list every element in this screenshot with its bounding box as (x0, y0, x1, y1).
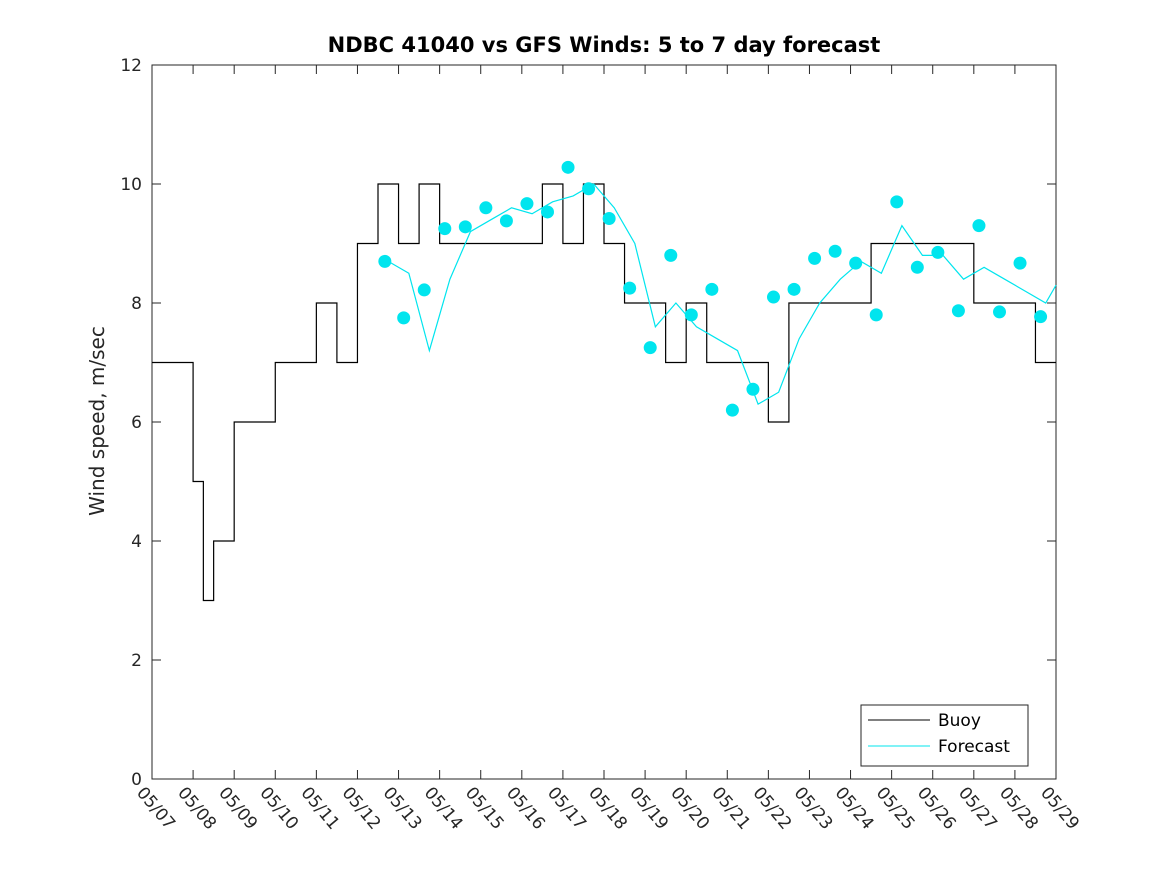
forecast-point (520, 197, 534, 211)
y-axis-label: Wind speed, m/sec (85, 326, 109, 516)
x-tick-label: 05/11 (297, 783, 344, 833)
x-tick-label: 05/22 (749, 783, 796, 833)
x-tick-label: 05/10 (255, 783, 302, 833)
forecast-point (910, 260, 924, 274)
forecast-point (828, 244, 842, 258)
x-tick-label: 05/21 (707, 783, 754, 833)
forecast-point (890, 195, 904, 209)
buoy-series (152, 183, 1056, 602)
x-tick-label: 05/17 (543, 783, 590, 833)
forecast-point (417, 283, 431, 297)
forecast-point (541, 205, 554, 219)
forecast-markers (378, 160, 1048, 417)
forecast-point (746, 382, 760, 396)
x-tick-label: 05/16 (502, 783, 549, 833)
plot-frame (151, 64, 1057, 780)
forecast-line (387, 183, 1057, 406)
forecast-point (479, 201, 493, 215)
buoy-line (152, 183, 1056, 602)
forecast-point (993, 305, 1006, 319)
forecast-point (602, 212, 616, 226)
y-axis: 0 2 4 6 8 10 12 (120, 56, 1056, 790)
forecast-point (664, 248, 678, 262)
forecast-point (725, 403, 739, 417)
plot-area (151, 64, 1057, 780)
legend-box (860, 704, 1029, 767)
x-tick-label: 05/12 (338, 783, 385, 833)
forecast-point (582, 182, 596, 196)
y-tick-label: 4 (131, 532, 142, 552)
forecast-point (951, 304, 965, 318)
forecast-point (1013, 256, 1027, 270)
forecast-point (397, 311, 411, 325)
x-tick-label: 05/08 (173, 783, 220, 833)
x-tick-label: 05/07 (132, 783, 179, 833)
forecast-point (869, 308, 883, 322)
x-tick-label: 05/14 (420, 783, 467, 833)
forecast-point (458, 220, 472, 234)
y-tick-label: 12 (120, 56, 142, 76)
forecast-point (643, 341, 657, 355)
forecast-point (378, 254, 392, 268)
y-tick-label: 0 (131, 770, 142, 790)
y-tick-label: 10 (120, 175, 142, 195)
legend-label-forecast: Forecast (938, 737, 1010, 757)
forecast-point (849, 256, 863, 270)
y-tick-label: 8 (131, 294, 142, 314)
x-tick-label: 05/15 (461, 783, 508, 833)
forecast-point (561, 160, 575, 174)
forecast-point (1034, 310, 1048, 324)
x-tick-label: 05/13 (379, 783, 426, 833)
x-tick-label: 05/23 (790, 783, 837, 833)
forecast-point (972, 219, 986, 233)
x-tick-label: 05/24 (831, 783, 878, 833)
x-tick-label: 05/28 (995, 783, 1042, 833)
forecast-point (499, 214, 513, 228)
x-tick-label: 05/26 (913, 783, 960, 833)
y-tick-label: 6 (131, 413, 142, 433)
y-tick-label: 2 (131, 651, 142, 671)
x-tick-label: 05/09 (214, 783, 261, 833)
forecast-point (623, 281, 637, 295)
forecast-point (808, 251, 822, 265)
legend: Buoy Forecast (860, 704, 1029, 767)
x-tick-label: 05/25 (872, 783, 919, 833)
x-tick-label: 05/19 (625, 783, 672, 833)
legend-label-buoy: Buoy (938, 711, 981, 731)
chart-title: NDBC 41040 vs GFS Winds: 5 to 7 day fore… (328, 33, 881, 57)
forecast-series (387, 183, 1057, 406)
forecast-point (787, 282, 801, 296)
x-tick-label: 05/18 (584, 783, 631, 833)
x-tick-label: 05/20 (666, 783, 713, 833)
forecast-point (767, 290, 780, 304)
forecast-point (705, 282, 719, 296)
x-tick-label: 05/29 (1036, 783, 1083, 833)
forecast-point (684, 308, 698, 322)
forecast-point (931, 245, 945, 259)
x-tick-label: 05/27 (954, 783, 1001, 833)
forecast-point (438, 222, 452, 236)
